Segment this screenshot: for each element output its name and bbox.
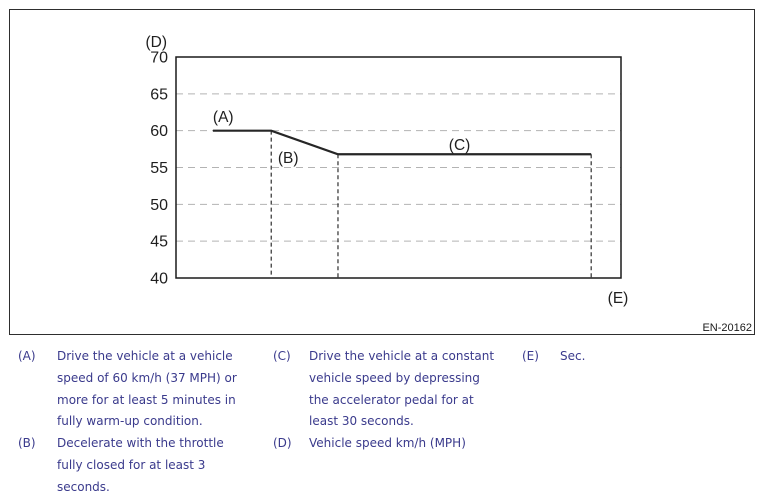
figure-code: EN-20162 [702,322,752,334]
y-axis-symbol: (D) [145,34,167,51]
segment-label: (A) [213,109,234,126]
y-tick-label: 65 [150,86,168,103]
legend-entry: (E) Sec. [522,346,722,368]
vehicle-speed-line [212,129,592,156]
figure-box: 70 65 60 55 50 45 40 (A) (B) (C) (D) (E) EN-20162 [9,9,755,335]
legend-column: (C) Drive the vehicle at a constant vehic… [273,346,518,455]
y-tick-label: 50 [150,197,168,214]
segment-label: (B) [278,150,299,167]
legend-entry: (C) Drive the vehicle at a constant vehic… [273,346,518,433]
legend-text: Drive the vehicle at a constant vehicle … [309,349,495,429]
y-tick-label: 45 [150,234,168,251]
legend-key: (A) [18,349,36,363]
legend-entry: (B) Decelerate with the throttle fully cl… [18,433,263,498]
legend-key: (D) [273,436,292,451]
plot-layer: 70 65 60 55 50 45 40 (A) (B) (C) [150,50,622,288]
legend-text: Vehicle speed km/h (MPH) [309,436,466,451]
legend-key: (E) [522,349,539,363]
legend-text: Sec. [560,349,586,363]
y-tick-label: 55 [150,160,168,177]
legend-column: (A) Drive the vehicle at a vehicle speed … [18,346,263,499]
legend-column: (E) Sec. [522,346,722,368]
legend-key: (B) [18,436,36,451]
segment-label: (C) [449,137,471,154]
legend-entry: (A) Drive the vehicle at a vehicle speed … [18,346,263,433]
speed-profile-chart: 70 65 60 55 50 45 40 (A) (B) (C) (D) (E) EN-20162 [145,34,752,334]
legend-entry: (D) Vehicle speed km/h (MPH) [273,433,518,455]
legend-text: Drive the vehicle at a vehicle speed of … [57,349,237,429]
y-tick-label: 60 [150,123,168,140]
legend-key: (C) [273,349,291,363]
plot-border [175,56,622,279]
y-tick-label: 70 [150,50,168,67]
x-axis-symbol: (E) [608,290,629,307]
y-tick-label: 40 [150,271,168,288]
legend-text: Decelerate with the throttle fully close… [57,436,224,494]
